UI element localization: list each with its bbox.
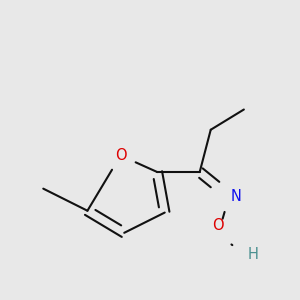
Text: O: O [115, 148, 126, 163]
Text: O: O [212, 218, 224, 233]
Text: N: N [231, 188, 242, 203]
Text: H: H [248, 248, 258, 262]
